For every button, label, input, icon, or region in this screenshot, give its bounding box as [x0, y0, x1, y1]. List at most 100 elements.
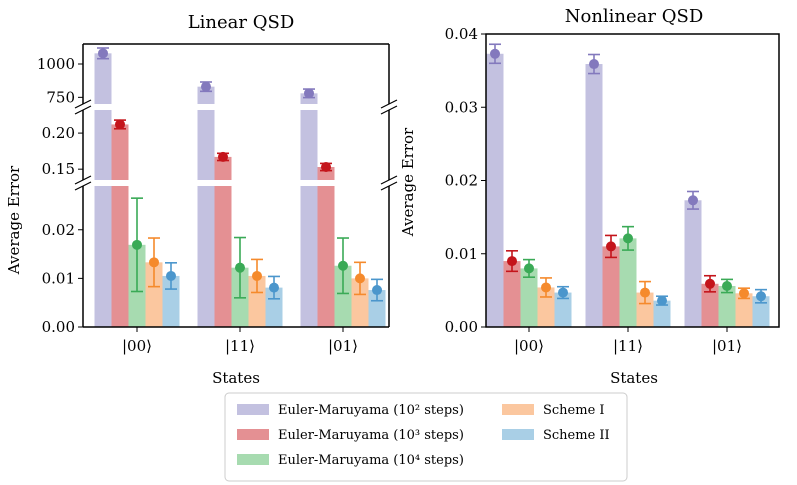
break-mark — [380, 181, 398, 191]
linear-em3-bar — [214, 156, 232, 180]
nonlinear-em4-bar — [718, 285, 736, 327]
nonlinear-s2-bar — [752, 296, 770, 327]
nonlinear-s2-point — [756, 291, 766, 302]
linear-y-tick-label: 0.20 — [42, 124, 75, 142]
x-axis-label-linear: States — [212, 369, 260, 387]
linear-s1-point — [355, 273, 365, 284]
nonlinear-x-tick-label: |00⟩ — [514, 337, 544, 355]
legend-label-s2: Scheme II — [543, 428, 610, 443]
linear-s2-point — [372, 285, 382, 296]
linear-em3-point — [218, 151, 228, 162]
nonlinear-em4-point — [722, 280, 732, 291]
legend-swatch-s2 — [502, 429, 534, 440]
legend-items: Euler-Maruyama (10² steps) Euler-Maruyama… — [237, 403, 610, 468]
bar-group-linear-em4 — [334, 237, 352, 327]
x-axis-label-nonlinear: States — [610, 369, 658, 387]
nonlinear-em4-point — [524, 263, 534, 274]
bar-group-nonlinear-s2 — [752, 288, 770, 327]
linear-s2-bar — [265, 287, 283, 327]
break-mark — [380, 99, 398, 109]
legend-label-em3: Euler-Maruyama (10³ steps) — [278, 428, 464, 443]
linear-em2-bar-mid — [197, 110, 215, 180]
legend-label-s1: Scheme I — [543, 403, 605, 418]
linear-y-tick-label: 1000 — [37, 55, 75, 73]
bar-group-linear-s2 — [162, 262, 180, 327]
bar-group-linear-em4 — [128, 197, 146, 327]
left-axes — [74, 43, 398, 328]
linear-y-tick-label: 0.00 — [42, 318, 75, 336]
linear-em2-point — [98, 48, 108, 59]
nonlinear-s1-bar — [735, 293, 753, 327]
linear-s2-point — [269, 282, 279, 293]
linear-y-tick-label: 750 — [46, 88, 75, 106]
y-axis-label-nonlinear: Average Error — [399, 127, 417, 237]
break-mark — [74, 99, 92, 109]
bar-group-linear-em3 — [317, 162, 335, 327]
bar-group-linear-em3 — [111, 119, 129, 327]
linear-y-tick-label: 0.01 — [42, 269, 75, 287]
bar-group-linear-s1 — [248, 258, 266, 327]
linear-em2-bar — [94, 53, 112, 104]
chart-linear-qsd: Linear QSD 750 1000 0.15 0.20 0.00 0.01 0.02 |0… — [5, 12, 398, 387]
left-bars — [94, 47, 386, 327]
nonlinear-em2-point — [589, 59, 599, 70]
linear-s1-point — [252, 270, 262, 281]
nonlinear-s2-bar — [653, 300, 671, 327]
bar-group-nonlinear-em4 — [520, 258, 538, 327]
nonlinear-y-tick-label: 0.02 — [445, 172, 478, 190]
legend-swatch-em4 — [237, 454, 269, 465]
legend-swatch-em2 — [237, 404, 269, 415]
chart-nonlinear-qsd: Nonlinear QSD 0.00 0.01 0.02 0.03 0.04 |00⟩ |1… — [399, 6, 780, 387]
bar-group-nonlinear-s2 — [653, 295, 671, 327]
nonlinear-em2-bar — [486, 53, 504, 328]
nonlinear-em3-bar — [602, 246, 620, 327]
bar-group-linear-em2 — [94, 47, 112, 327]
bar-group-linear-em4 — [231, 236, 249, 327]
bar-group-nonlinear-em3 — [701, 274, 719, 327]
nonlinear-em3-bar — [503, 261, 521, 327]
linear-x-tick-label: |11⟩ — [225, 337, 255, 355]
bar-group-nonlinear-em4 — [718, 278, 736, 327]
bar-group-nonlinear-em2 — [585, 53, 603, 327]
nonlinear-x-tick-label: |01⟩ — [712, 337, 742, 355]
linear-em3-bar — [111, 124, 129, 180]
linear-em2-bar — [300, 93, 318, 104]
linear-em3-point — [321, 162, 331, 173]
left-ticks: 750 1000 0.15 0.20 0.00 0.01 0.02 |00⟩ |11⟩ |01⟩ — [37, 55, 358, 355]
linear-x-tick-label: |00⟩ — [122, 337, 152, 355]
break-mark — [74, 105, 92, 115]
bar-group-nonlinear-s2 — [554, 285, 572, 327]
legend-label-em4: Euler-Maruyama (10⁴ steps) — [278, 453, 464, 468]
nonlinear-s1-point — [640, 287, 650, 298]
linear-y-tick-label: 0.02 — [42, 221, 75, 239]
linear-s1-bar — [248, 275, 266, 327]
bar-group-linear-em2 — [300, 88, 318, 327]
bar-group-nonlinear-s1 — [735, 287, 753, 327]
nonlinear-em4-bar — [619, 238, 637, 327]
bar-group-linear-s2 — [368, 278, 386, 327]
nonlinear-s2-bar — [554, 292, 572, 327]
linear-s1-bar — [145, 262, 163, 327]
bar-group-nonlinear-em2 — [486, 43, 504, 328]
bar-group-nonlinear-s1 — [537, 277, 555, 327]
nonlinear-em2-bar — [684, 200, 702, 327]
linear-em3-bar-low — [214, 186, 232, 327]
y-axis-label-linear: Average Error — [5, 165, 23, 275]
nonlinear-s1-point — [739, 288, 749, 299]
linear-s2-point — [166, 270, 176, 281]
nonlinear-x-tick-label: |11⟩ — [613, 337, 643, 355]
nonlinear-em2-point — [490, 48, 500, 59]
nonlinear-em3-point — [507, 256, 517, 267]
break-mark — [74, 175, 92, 185]
right-ticks: 0.00 0.01 0.02 0.03 0.04 |00⟩ |11⟩ |01⟩ — [445, 25, 742, 355]
bar-group-nonlinear-s1 — [636, 280, 654, 327]
nonlinear-y-tick-label: 0.00 — [445, 318, 478, 336]
linear-em3-bar-low — [111, 186, 129, 327]
bar-group-linear-em3 — [214, 151, 232, 327]
nonlinear-s1-point — [541, 282, 551, 293]
break-mark — [74, 181, 92, 191]
bar-group-nonlinear-em3 — [503, 250, 521, 327]
linear-em2-bar-mid — [300, 110, 318, 180]
linear-y-tick-label: 0.15 — [42, 160, 75, 178]
